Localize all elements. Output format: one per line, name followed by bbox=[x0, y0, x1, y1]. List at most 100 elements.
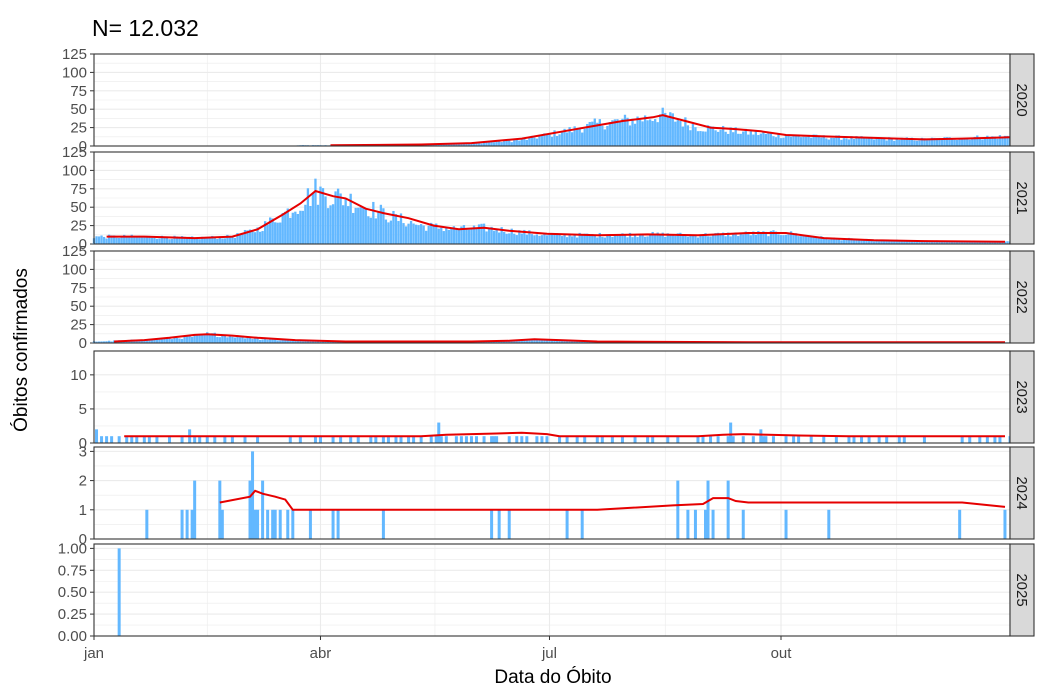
bar bbox=[105, 238, 108, 244]
bar bbox=[148, 235, 151, 244]
bar bbox=[362, 207, 365, 244]
bar bbox=[289, 217, 292, 244]
bar bbox=[201, 236, 204, 244]
bar bbox=[618, 121, 622, 146]
bar bbox=[852, 138, 856, 146]
bar bbox=[558, 340, 561, 343]
bar bbox=[248, 229, 252, 244]
bar bbox=[860, 239, 863, 244]
bar bbox=[211, 235, 214, 244]
bar bbox=[588, 235, 591, 244]
bar bbox=[138, 340, 141, 343]
bar bbox=[593, 118, 596, 146]
bar bbox=[769, 230, 773, 244]
bar bbox=[933, 137, 936, 146]
moving-average-line bbox=[114, 333, 1005, 344]
bar bbox=[792, 134, 795, 146]
bar bbox=[188, 236, 191, 244]
bar bbox=[306, 188, 310, 244]
bar bbox=[676, 436, 680, 443]
bar bbox=[986, 241, 989, 244]
bar bbox=[923, 138, 926, 146]
bar bbox=[779, 138, 783, 146]
bar bbox=[510, 228, 513, 244]
bar bbox=[940, 241, 944, 244]
bar bbox=[845, 138, 848, 146]
bar bbox=[656, 232, 659, 244]
bar bbox=[568, 234, 571, 244]
bar bbox=[503, 141, 506, 146]
bar bbox=[855, 136, 858, 146]
bar bbox=[140, 236, 143, 244]
y-tick-label: 0 bbox=[79, 335, 87, 352]
bar bbox=[445, 144, 448, 146]
bar bbox=[510, 341, 513, 343]
bar bbox=[739, 133, 742, 146]
bar bbox=[893, 140, 896, 146]
bar bbox=[847, 237, 851, 244]
bar bbox=[520, 233, 523, 244]
y-tick-label: 0.25 bbox=[58, 606, 87, 623]
bar bbox=[374, 218, 378, 244]
bar bbox=[875, 239, 878, 244]
bar bbox=[513, 233, 516, 244]
bar bbox=[578, 341, 581, 343]
bar bbox=[704, 233, 707, 244]
bar bbox=[321, 340, 325, 343]
y-axis-title: Óbitos confirmados bbox=[10, 268, 32, 432]
bar bbox=[679, 232, 682, 244]
bar bbox=[223, 238, 227, 244]
y-tick-label: 125 bbox=[62, 144, 87, 161]
bar bbox=[230, 436, 234, 443]
bar bbox=[148, 338, 151, 343]
bar bbox=[520, 436, 524, 443]
facet-strip-label: 2023 bbox=[1013, 380, 1030, 413]
bar bbox=[576, 129, 579, 146]
bar bbox=[208, 333, 211, 343]
bar bbox=[100, 341, 103, 343]
bar bbox=[347, 206, 350, 244]
bar bbox=[198, 333, 201, 343]
bar bbox=[643, 115, 647, 146]
bar bbox=[520, 339, 523, 343]
bar bbox=[701, 235, 705, 244]
bar bbox=[646, 436, 650, 443]
bar bbox=[664, 112, 667, 146]
bar bbox=[274, 222, 277, 244]
bar bbox=[500, 142, 503, 146]
bar bbox=[505, 139, 508, 146]
bar bbox=[246, 337, 249, 343]
bar bbox=[787, 136, 790, 146]
bar bbox=[955, 139, 959, 146]
bar bbox=[877, 138, 881, 146]
bar bbox=[399, 436, 403, 443]
y-tick-label: 25 bbox=[70, 120, 87, 137]
bar bbox=[759, 133, 763, 146]
bar bbox=[834, 436, 838, 443]
bar bbox=[842, 138, 846, 146]
bar bbox=[837, 135, 841, 146]
bar bbox=[581, 341, 584, 343]
bar bbox=[601, 125, 604, 146]
bar bbox=[379, 204, 383, 244]
bar bbox=[555, 339, 559, 343]
bar bbox=[933, 241, 936, 244]
bar bbox=[500, 227, 503, 244]
bar bbox=[251, 338, 254, 343]
bar bbox=[173, 337, 176, 343]
bar bbox=[724, 131, 727, 146]
bar bbox=[885, 239, 888, 244]
y-tick-label: 0.75 bbox=[58, 562, 87, 579]
bar bbox=[711, 126, 715, 146]
bar bbox=[331, 436, 335, 443]
bar bbox=[485, 142, 488, 146]
bar bbox=[105, 341, 108, 343]
bar bbox=[986, 135, 989, 146]
bar bbox=[610, 436, 614, 443]
bar bbox=[381, 436, 385, 443]
bar bbox=[729, 236, 732, 244]
bar bbox=[981, 139, 984, 146]
bar bbox=[898, 240, 901, 244]
facet-strip bbox=[1009, 151, 1035, 245]
bar bbox=[299, 210, 302, 244]
